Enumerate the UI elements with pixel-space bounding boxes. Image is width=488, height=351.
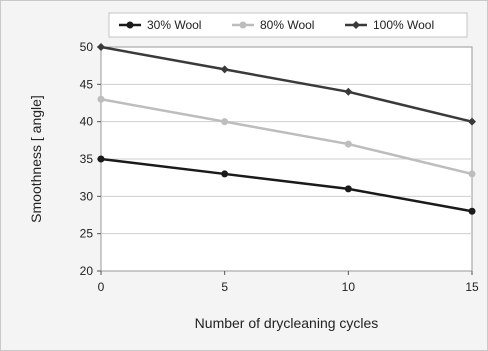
data-point-30-wool [97, 155, 105, 163]
series-line-80-wool [100, 98, 473, 176]
data-point-30-wool [221, 170, 229, 178]
x-tick-label: 10 [342, 280, 356, 294]
series-line-100-wool [100, 45, 473, 123]
data-point-100-wool [468, 117, 476, 126]
data-point-100-wool [344, 87, 353, 96]
x-axis-title: Number of drycleaning cycles [195, 315, 379, 331]
y-axis-title: Smoothness [ angle] [28, 95, 44, 223]
legend-marker-80-wool [239, 21, 247, 29]
y-tick-label: 50 [80, 40, 94, 54]
legend-label-100-wool: 100% Wool [373, 18, 434, 32]
y-tick-label: 20 [80, 264, 94, 278]
x-tick-label: 15 [465, 280, 479, 294]
legend-marker-30-wool [126, 21, 134, 29]
data-point-80-wool [221, 118, 229, 126]
data-point-30-wool [468, 207, 476, 215]
x-tick-label: 0 [98, 280, 105, 294]
data-point-80-wool [468, 170, 476, 178]
legend-label-30-wool: 30% Wool [147, 18, 201, 32]
data-point-80-wool [344, 140, 352, 148]
y-tick-label: 25 [80, 227, 94, 241]
y-tick-label: 40 [80, 115, 94, 129]
legend-marker-100-wool [352, 21, 360, 29]
data-point-80-wool [97, 95, 105, 103]
x-tick-label: 5 [221, 280, 228, 294]
data-point-100-wool [220, 65, 229, 74]
y-tick-label: 30 [80, 189, 94, 203]
legend-label-80-wool: 80% Wool [260, 18, 314, 32]
data-point-100-wool [97, 43, 105, 51]
y-tick-label: 35 [80, 152, 94, 166]
data-point-30-wool [344, 185, 352, 193]
legend-box [108, 12, 468, 38]
y-tick-label: 45 [80, 77, 94, 91]
series-line-30-wool [100, 157, 473, 213]
